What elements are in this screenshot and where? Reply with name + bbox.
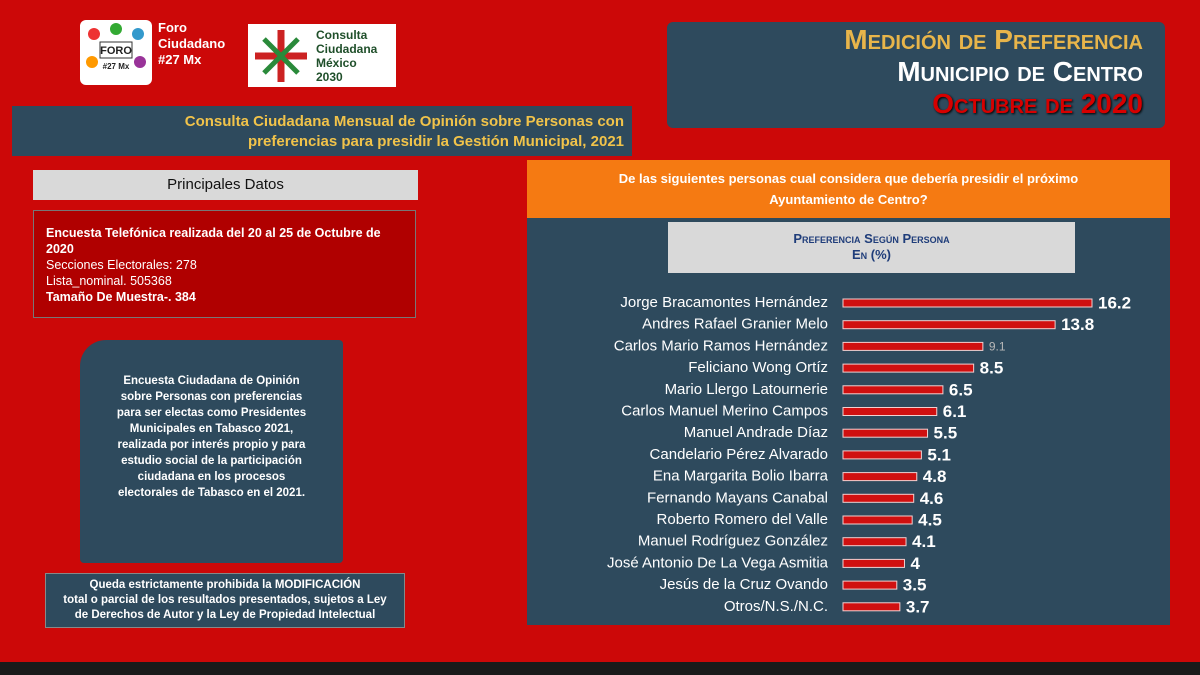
bar [842, 428, 929, 438]
value-label: 4.1 [912, 532, 936, 551]
bottom-strip [0, 662, 1200, 675]
bar [842, 537, 907, 547]
info-line: Encuesta Ciudadana de Opinión [123, 375, 300, 387]
info-line: ciudadana en los procesos [137, 471, 286, 483]
notice-line: total o parcial de los resultados presen… [63, 594, 387, 606]
logo-consulta: Consulta Ciudadana México 2030 [248, 24, 396, 87]
data-box: Encuesta Telefónica realizada del 20 al … [33, 210, 416, 318]
logo-icon: FORO #27 Mx [86, 23, 146, 71]
logo-text: FORO [100, 45, 132, 57]
value-label: 4.6 [920, 489, 944, 508]
section-title: Principales Datos [33, 170, 418, 200]
question-line: De las siguientes personas cual consider… [618, 171, 1079, 186]
bar [842, 558, 905, 568]
bar [842, 493, 915, 503]
info-box: Encuesta Ciudadana de Opinión sobre Pers… [80, 340, 343, 563]
info-line: sobre Personas con preferencias [120, 391, 303, 403]
info-line: estudio social de la participación [121, 455, 302, 467]
value-label: 6.1 [943, 402, 967, 421]
chart-title-line: Preferencia Según Persona [793, 231, 950, 246]
subtitle: Consulta Ciudadana Mensual de Opinión so… [12, 106, 632, 156]
subtitle-line: preferencias para presidir la Gestión Mu… [248, 133, 624, 150]
logo-text: #27 Mx [103, 62, 130, 71]
value-label: 9.1 [989, 340, 1006, 354]
value-label: 4 [910, 554, 920, 573]
bar [842, 407, 938, 416]
value-label: 3.7 [906, 597, 930, 616]
value-label: 16.2 [1098, 293, 1131, 312]
category-label: José Antonio De La Vega Asmitia [607, 554, 829, 571]
category-label: Otros/N.S./N.C. [724, 598, 828, 615]
org-line: Foro [158, 20, 187, 35]
bar [842, 320, 1056, 330]
category-label: Manuel Rodríguez González [638, 533, 828, 550]
notice-line: de Derechos de Autor y la Ley de Propied… [74, 609, 376, 621]
notice-line: Queda estrictamente prohibida la MODIFIC… [89, 579, 361, 591]
bar [842, 341, 984, 351]
bar [842, 580, 898, 590]
logo-line: 2030 [316, 70, 343, 84]
question-line: Ayuntamiento de Centro? [769, 192, 928, 207]
title: Municipio de Centro [897, 56, 1143, 87]
logo-line: Ciudadana [316, 42, 378, 56]
title: Medición de Preferencia [844, 24, 1143, 55]
subtitle-line: Consulta Ciudadana Mensual de Opinión so… [184, 113, 624, 130]
info-line: electorales de Tabasco en el 2021. [117, 487, 306, 499]
category-label: Manuel Andrade Díaz [684, 424, 828, 441]
info-line: realizada por interés propio y para [117, 439, 306, 451]
chart-title-line: En (%) [852, 247, 891, 262]
category-label: Feliciano Wong Ortíz [688, 359, 828, 376]
title-box: Medición de Preferencia Municipio de Cen… [667, 22, 1165, 128]
category-label: Carlos Manuel Merino Campos [621, 402, 828, 419]
category-label: Jorge Bracamontes Hernández [620, 294, 828, 311]
category-label: Fernando Mayans Canabal [647, 489, 828, 506]
logo-cross [255, 30, 307, 82]
bar [842, 363, 975, 373]
category-label: Roberto Romero del Valle [657, 511, 828, 528]
value-label: 4.5 [918, 510, 942, 529]
category-label: Andres Rafael Granier Melo [642, 316, 828, 333]
question: De las siguientes personas cual consider… [527, 160, 1170, 218]
value-label: 5.1 [927, 445, 951, 464]
notice: Queda estrictamente prohibida la MODIFIC… [45, 573, 405, 628]
bar [842, 450, 922, 460]
logo-foro: FORO #27 Mx [80, 20, 152, 85]
category-label: Candelario Pérez Alvarado [650, 446, 828, 463]
bar [842, 472, 918, 482]
chart-panel [527, 218, 1170, 625]
value-label: 8.5 [980, 359, 1004, 378]
org-line: Ciudadano [158, 36, 226, 51]
value-label: 4.8 [923, 467, 947, 486]
category-label: Mario Llergo Latournerie [665, 381, 828, 398]
value-label: 3.5 [903, 576, 927, 595]
chart-title: Preferencia Según Persona En (%) [668, 222, 1075, 273]
logo-line: Consulta [316, 28, 368, 42]
data-line: Lista_nominal. 505368 [46, 274, 172, 288]
bar [842, 385, 944, 395]
info-line: para ser electas como Presidentes [116, 407, 307, 419]
org-name: Foro Ciudadano #27 Mx [158, 20, 225, 68]
info-line: Municipales en Tabasco 2021, [129, 423, 294, 435]
title: Octubre de 2020 [932, 88, 1143, 119]
category-label: Carlos Mario Ramos Hernández [614, 337, 828, 354]
org-line: #27 Mx [158, 52, 202, 67]
data-line: Secciones Electorales: 278 [46, 258, 197, 272]
bar [842, 298, 1093, 308]
value-label: 13.8 [1061, 315, 1094, 334]
bar [842, 602, 901, 612]
data-line: Encuesta Telefónica realizada del 20 al … [46, 226, 381, 256]
category-label: Jesús de la Cruz Ovando [660, 576, 828, 593]
value-label: 5.5 [934, 424, 958, 443]
category-label: Ena Margarita Bolio Ibarra [653, 468, 829, 485]
bar [842, 515, 913, 525]
logo-line: México [316, 56, 357, 70]
value-label: 6.5 [949, 380, 973, 399]
data-line: Tamaño De Muestra-. 384 [46, 290, 196, 304]
